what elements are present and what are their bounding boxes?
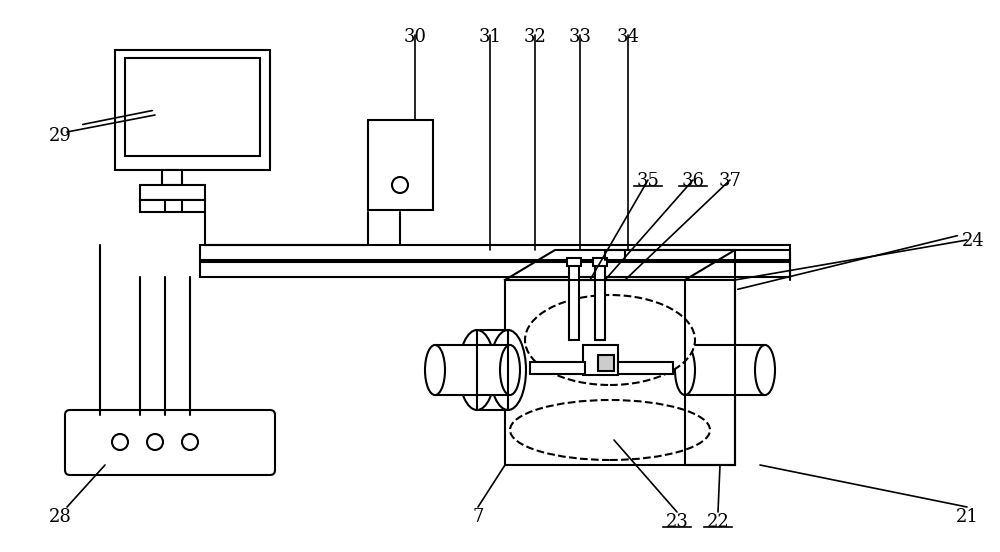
Bar [435, 345, 510, 395]
Text: 33: 33 [568, 28, 592, 46]
Text: 21: 21 [956, 508, 978, 526]
Bar [583, 345, 618, 375]
Bar [140, 185, 205, 200]
Ellipse shape [675, 345, 695, 395]
Text: 29: 29 [49, 127, 71, 145]
Bar [70, 415, 270, 470]
Ellipse shape [490, 330, 526, 410]
Bar [593, 258, 607, 266]
Bar [505, 280, 735, 465]
Text: 24: 24 [962, 232, 984, 250]
Ellipse shape [500, 345, 520, 395]
Ellipse shape [392, 177, 408, 193]
Bar [125, 58, 260, 156]
Ellipse shape [182, 434, 198, 450]
Ellipse shape [425, 345, 445, 395]
Text: 28: 28 [49, 508, 71, 526]
Ellipse shape [147, 434, 163, 450]
Text: 22: 22 [707, 513, 729, 531]
Text: 36: 36 [682, 172, 704, 190]
Text: 32: 32 [524, 28, 546, 46]
Text: 30: 30 [404, 28, 426, 46]
Bar [140, 200, 205, 212]
Ellipse shape [525, 295, 695, 385]
Bar [569, 260, 579, 340]
Ellipse shape [459, 330, 495, 410]
Bar [618, 362, 673, 374]
Text: 34: 34 [617, 28, 639, 46]
Ellipse shape [112, 434, 128, 450]
Text: 31: 31 [479, 28, 502, 46]
Bar [567, 258, 581, 266]
Bar [200, 245, 790, 260]
Ellipse shape [112, 434, 128, 450]
FancyBboxPatch shape [65, 410, 275, 475]
Bar [115, 50, 270, 170]
Bar [200, 262, 790, 277]
Ellipse shape [147, 434, 163, 450]
Bar [368, 120, 433, 210]
Bar [598, 355, 614, 371]
Bar [162, 170, 182, 185]
Bar [595, 260, 605, 340]
Ellipse shape [510, 400, 710, 460]
Ellipse shape [182, 434, 198, 450]
Bar [685, 345, 765, 395]
Ellipse shape [755, 345, 775, 395]
Text: 7: 7 [472, 508, 484, 526]
Text: 37: 37 [719, 172, 741, 190]
Bar [530, 362, 585, 374]
Text: 35: 35 [637, 172, 659, 190]
Text: 23: 23 [666, 513, 688, 531]
